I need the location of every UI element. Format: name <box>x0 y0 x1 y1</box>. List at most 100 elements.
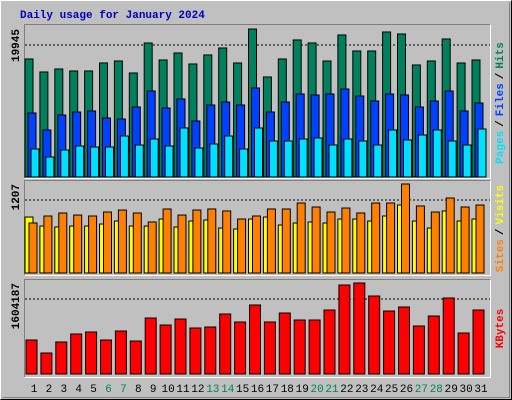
bar <box>58 212 68 274</box>
bar <box>475 204 485 274</box>
legend: Pages / Files / Hits <box>495 42 507 164</box>
bar <box>204 326 217 375</box>
bar <box>417 134 427 178</box>
legend-entry: Visits <box>495 185 507 225</box>
legend-separator: / <box>495 72 507 79</box>
bar <box>477 128 487 178</box>
bar <box>252 215 261 274</box>
bar <box>144 317 157 375</box>
x-tick-label: 22 <box>340 384 353 396</box>
bar <box>373 144 383 178</box>
bar <box>457 332 470 375</box>
bar <box>427 315 440 375</box>
bar <box>415 205 425 274</box>
x-tick-label: 16 <box>251 384 264 396</box>
bar <box>164 145 174 178</box>
x-tick-label: 30 <box>459 384 472 396</box>
bar <box>460 206 470 274</box>
bar <box>73 214 83 274</box>
bar <box>328 144 338 178</box>
bar <box>209 143 219 178</box>
x-tick-label: 10 <box>161 384 174 396</box>
bar <box>323 309 336 375</box>
bar <box>278 312 291 375</box>
x-tick-label: 18 <box>281 384 294 396</box>
bar <box>353 282 366 375</box>
x-tick-label: 2 <box>46 384 53 396</box>
x-tick-label: 3 <box>60 384 67 396</box>
bar <box>55 341 68 375</box>
bar <box>90 146 100 178</box>
legend-separator: / <box>495 120 507 127</box>
bar <box>43 215 53 274</box>
bar <box>129 340 142 375</box>
x-tick-label: 19 <box>296 384 309 396</box>
bar <box>234 321 247 375</box>
bar <box>432 129 442 178</box>
x-tick-label: 14 <box>221 384 235 396</box>
x-tick-label: 31 <box>474 384 488 396</box>
bar <box>179 127 189 178</box>
bar <box>388 129 398 178</box>
bar <box>114 330 127 375</box>
bar <box>88 215 98 274</box>
x-tick-label: 27 <box>415 384 428 396</box>
bar <box>100 339 112 375</box>
bar <box>298 138 308 178</box>
bar <box>447 140 457 178</box>
x-tick-label: 9 <box>150 384 157 396</box>
x-tick-label: 4 <box>75 384 82 396</box>
bar <box>40 352 53 375</box>
bar <box>254 127 263 178</box>
x-tick-label: 5 <box>90 384 97 396</box>
bar <box>75 145 85 178</box>
bar <box>177 214 187 274</box>
x-tick-label: 29 <box>445 384 458 396</box>
bar <box>293 319 306 375</box>
bar <box>358 140 368 178</box>
bar <box>189 327 202 375</box>
bar <box>311 206 321 274</box>
x-tick-label: 24 <box>370 384 384 396</box>
x-tick-label: 13 <box>206 384 219 396</box>
bar <box>117 209 127 274</box>
legend-entry: Pages <box>495 131 507 164</box>
bar <box>445 197 455 274</box>
x-tick-label: 6 <box>105 384 112 396</box>
bar <box>162 208 172 274</box>
bar <box>194 147 204 178</box>
bar <box>338 284 351 375</box>
bar <box>192 209 202 274</box>
x-tick-label: 20 <box>310 384 323 396</box>
bar <box>462 144 472 178</box>
bar <box>341 207 351 274</box>
bar <box>174 318 187 375</box>
bar <box>207 208 217 274</box>
bar <box>239 148 249 178</box>
bar <box>283 140 293 178</box>
bar <box>368 295 381 375</box>
bar <box>147 221 157 274</box>
bar <box>219 313 232 375</box>
bar <box>281 208 291 274</box>
panel-border <box>24 279 491 378</box>
x-tick-label: 11 <box>176 384 190 396</box>
bar <box>134 144 144 178</box>
bar <box>403 139 412 178</box>
x-tick-label: 17 <box>266 384 279 396</box>
bar <box>28 222 38 274</box>
bar <box>85 331 98 375</box>
bar <box>30 148 40 178</box>
chart-title: Daily usage for January 2024 <box>20 10 205 22</box>
bar <box>25 339 38 375</box>
legend: Sites / Visits <box>495 185 507 272</box>
bar <box>266 208 276 274</box>
legend: KBytes <box>495 309 507 349</box>
bar <box>103 211 112 274</box>
bar <box>105 146 114 178</box>
bar <box>268 140 278 178</box>
